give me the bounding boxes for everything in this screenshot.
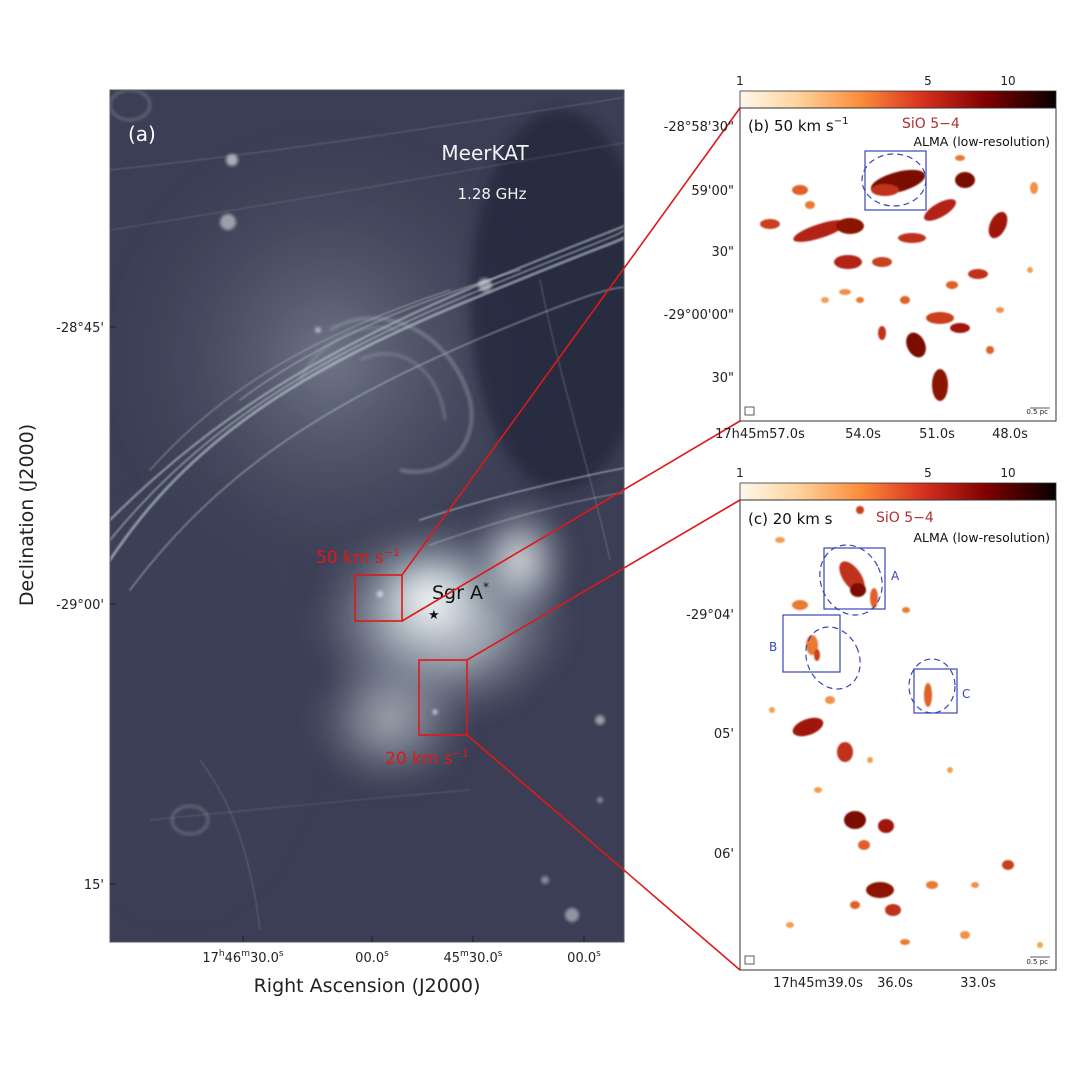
box-50-km-s [354, 574, 403, 622]
sgr-a-star-marker: ★ [428, 608, 440, 623]
dec-tick: -28°58'30" [664, 120, 734, 135]
panel-c: 1 5 10 [686, 466, 1057, 991]
panel-c-instrument: ALMA (low-resolution) [914, 530, 1051, 545]
sio-emission-b [760, 155, 1038, 401]
ra-tick: 48.0s [992, 427, 1028, 442]
panel-a-dec-axis: -28°45' -29°00' 15' [56, 321, 116, 893]
box-20-label: 20 km s−1 [385, 747, 469, 769]
box-50-label: 50 km s−1 [316, 546, 400, 568]
region-c-label: C [962, 687, 970, 701]
colorbar-tick: 1 [736, 466, 744, 480]
dec-tick: 30" [711, 245, 734, 260]
dec-tick: -29°04' [686, 608, 734, 623]
box-20-km-s [418, 659, 468, 736]
ra-tick: 00.0s [567, 949, 601, 966]
region-c-ellipse [908, 658, 956, 714]
zoom-connector-lines [401, 107, 741, 971]
panel-b-frame [739, 107, 1057, 422]
dec-tick: 05' [714, 727, 734, 742]
x-axis-title: Right Ascension (J2000) [254, 975, 481, 997]
dec-tick: 15' [84, 878, 104, 893]
colorbar-tick: 5 [924, 466, 932, 480]
scale-bar-label: 0.5 pc [1026, 958, 1048, 966]
meerkat-image [110, 90, 624, 942]
region-a-label: A [891, 569, 900, 583]
panel-c-title: (c) 20 km s [748, 510, 833, 528]
dec-tick: -29°00'00" [664, 308, 734, 323]
region-a-box [823, 547, 886, 610]
sgr-a-label: Sgr A* [432, 580, 489, 604]
region-b-ellipse [805, 626, 861, 690]
region-a-ellipse [819, 544, 883, 616]
panel-a-frame [109, 89, 625, 943]
ra-tick: 17h45m39.0s [773, 976, 863, 991]
beam-icon [744, 955, 755, 965]
panel-b-line-label: SiO 5−4 [902, 116, 960, 132]
ra-tick: 51.0s [919, 427, 955, 442]
ra-tick: 33.0s [960, 976, 996, 991]
panel-a-ra-axis: 17h46m30.0s 00.0s 45m30.0s 00.0s [202, 936, 601, 966]
dec-tick: -29°00' [56, 598, 104, 613]
ra-tick: 36.0s [877, 976, 913, 991]
panel-a: (a) MeerKAT 1.28 GHz ★ Sgr A* 50 km s−1 … [16, 89, 625, 997]
colorbar-tick: 5 [924, 74, 932, 88]
panel-c-frame [739, 499, 1057, 971]
sio-emission-c [769, 506, 1043, 948]
ra-tick: 00.0s [355, 949, 389, 966]
colorbar-tick: 10 [1000, 74, 1015, 88]
dec-tick: -28°45' [56, 321, 104, 336]
panel-a-letter: (a) [128, 122, 156, 146]
y-axis-title: Declination (J2000) [16, 424, 38, 606]
ra-tick: 45m30.0s [444, 949, 503, 966]
region-b-label: B [769, 640, 777, 654]
ra-tick: 17h46m30.0s [202, 949, 284, 966]
scale-bar-label: 0.5 pc [1026, 408, 1048, 416]
dec-tick: 06' [714, 847, 734, 862]
colorbar-b [739, 90, 1057, 109]
panel-b-instrument: ALMA (low-resolution) [914, 134, 1051, 149]
colorbar-tick: 10 [1000, 466, 1015, 480]
ra-tick: 17h45m57.0s [715, 427, 805, 442]
region-ellipse-b [861, 153, 927, 207]
ra-tick: 54.0s [845, 427, 881, 442]
region-b-box [782, 614, 841, 673]
colorbar-tick: 1 [736, 74, 744, 88]
dec-tick: 30" [711, 371, 734, 386]
panel-b: 1 5 10 [664, 74, 1057, 442]
panel-c-line-label: SiO 5−4 [876, 510, 934, 526]
dec-tick: 59'00" [691, 184, 734, 199]
beam-icon [744, 406, 755, 416]
frequency-label: 1.28 GHz [458, 185, 527, 203]
telescope-label: MeerKAT [441, 141, 529, 165]
panel-b-title: (b) 50 km s−1 [748, 116, 848, 135]
colorbar-c [739, 482, 1057, 501]
